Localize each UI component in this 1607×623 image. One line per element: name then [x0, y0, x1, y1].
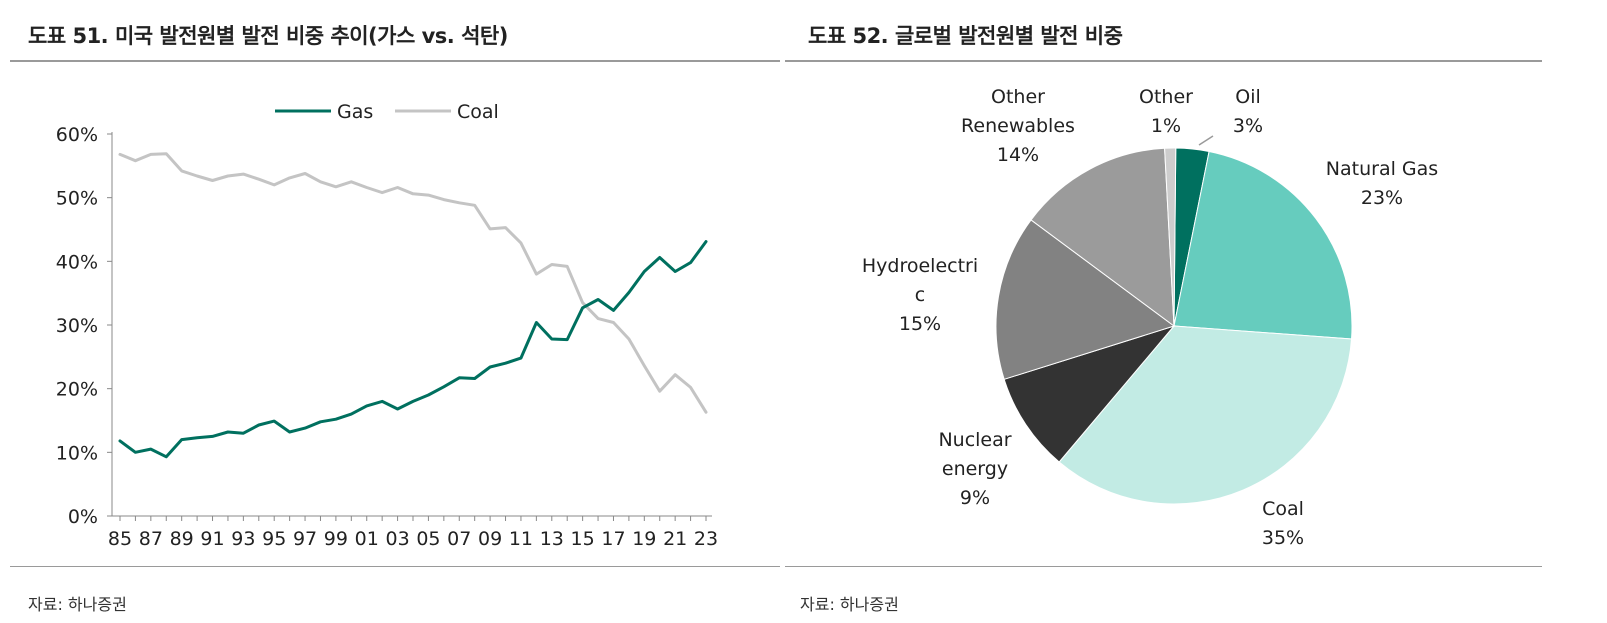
- legend-label-gas: Gas: [337, 101, 373, 123]
- title-divider: [10, 60, 780, 62]
- pie-label-nuclear-energy: energy: [942, 458, 1008, 480]
- pie-label-other: 1%: [1151, 115, 1181, 137]
- x-tick-label: 95: [262, 528, 286, 550]
- pie-label-hydroelectric: Hydroelectri: [862, 255, 978, 277]
- x-tick-label: 13: [540, 528, 564, 550]
- x-tick-label: 21: [663, 528, 687, 550]
- pie-label-other-renewables: Other: [991, 86, 1045, 108]
- y-tick-label: 10%: [56, 442, 98, 464]
- x-tick-label: 09: [478, 528, 502, 550]
- pie-slice-hydroelectric: [995, 219, 1176, 380]
- title-divider: [785, 60, 1542, 62]
- pie-label-coal: Coal: [1262, 498, 1304, 520]
- x-tick-label: 93: [231, 528, 255, 550]
- source-note: 자료: 하나증권: [28, 595, 127, 614]
- pie-label-other-renewables: 14%: [997, 144, 1039, 166]
- pie-slice-coal: [1058, 325, 1353, 505]
- pie-label-coal: 35%: [1262, 527, 1304, 549]
- series-line-gas: [118, 240, 708, 459]
- y-tick-label: 20%: [56, 379, 98, 401]
- pie-label-hydroelectric: 15%: [899, 313, 941, 335]
- y-tick-label: 30%: [56, 315, 98, 337]
- x-tick-label: 07: [447, 528, 471, 550]
- pie-slice-other: [1164, 147, 1177, 327]
- source-note: 자료: 하나증권: [800, 595, 899, 614]
- series-line-coal: [118, 152, 708, 414]
- line-chart-panel: 도표 51. 미국 발전원별 발전 비중 추이(가스 vs. 석탄) 0% 10%…: [0, 0, 790, 623]
- x-tick-label: 99: [324, 528, 348, 550]
- pie-label-other: Other: [1139, 86, 1193, 108]
- y-tick-label: 60%: [56, 124, 98, 146]
- y-tick-label: 50%: [56, 188, 98, 210]
- pie-chart-title: 도표 52. 글로벌 발전원별 발전 비중: [808, 24, 1123, 48]
- x-tick-label: 05: [416, 528, 440, 550]
- pie-label-nuclear-energy: Nuclear: [938, 429, 1011, 451]
- x-tick-label: 85: [108, 528, 132, 550]
- x-tick-label: 17: [601, 528, 625, 550]
- x-tick-label: 91: [200, 528, 224, 550]
- x-tick-label: 87: [139, 528, 163, 550]
- x-tick-label: 01: [355, 528, 379, 550]
- pie-label-natural-gas: Natural Gas: [1326, 158, 1438, 180]
- source-divider: [785, 566, 1542, 567]
- y-tick-label: 0%: [68, 506, 98, 528]
- leader-line-oil: [1198, 135, 1214, 146]
- pie-label-oil: 3%: [1233, 115, 1263, 137]
- x-tick-label: 15: [571, 528, 595, 550]
- pie-label-hydroelectric: c: [915, 284, 925, 306]
- line-chart-title: 도표 51. 미국 발전원별 발전 비중 추이(가스 vs. 석탄): [28, 24, 508, 48]
- x-tick-label: 97: [293, 528, 317, 550]
- x-tick-label: 23: [694, 528, 718, 550]
- x-tick-label: 03: [385, 528, 409, 550]
- source-divider: [10, 566, 780, 567]
- pie-label-nuclear-energy: 9%: [960, 487, 990, 509]
- pie-chart-panel: 도표 52. 글로벌 발전원별 발전 비중 Oil 3% Natural Gas 23…: [785, 0, 1607, 623]
- line-chart: 0% 10% 20% 30% 40% 50% 60% 85 87 89 91 93 95 97 99 01 03…: [56, 101, 718, 550]
- legend-label-coal: Coal: [457, 101, 499, 123]
- pie-label-natural-gas: 23%: [1361, 187, 1403, 209]
- y-tick-label: 40%: [56, 251, 98, 273]
- pie-label-oil: Oil: [1235, 86, 1261, 108]
- x-tick-label: 19: [632, 528, 656, 550]
- x-tick-label: 89: [170, 528, 194, 550]
- pie-slice-nuclear-energy: [1003, 325, 1176, 463]
- pie-chart: Oil 3% Natural Gas 23% Coal 35% Nuclear energy 9…: [862, 86, 1438, 549]
- pie-slice-natural-gas: [1173, 150, 1353, 340]
- pie-label-other-renewables: Renewables: [961, 115, 1075, 137]
- pie-slice-other-renewables: [1030, 147, 1175, 328]
- x-tick-label: 11: [509, 528, 533, 550]
